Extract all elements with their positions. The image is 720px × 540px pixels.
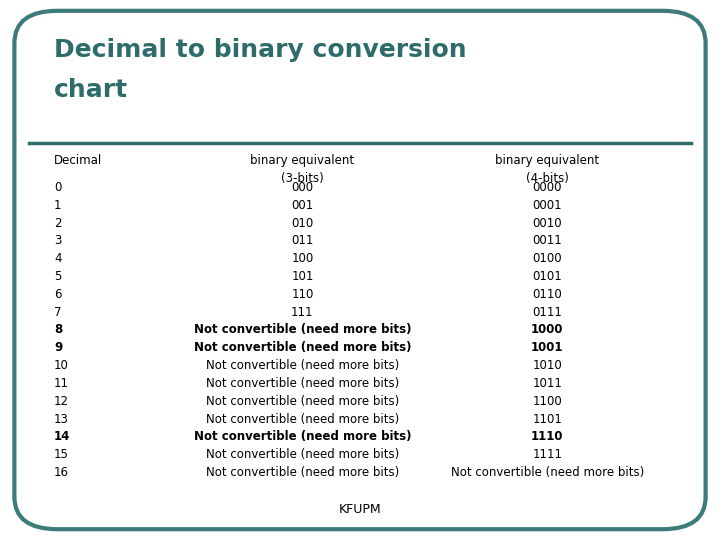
Text: 13: 13 [54,413,69,426]
FancyBboxPatch shape [14,11,706,529]
Text: chart: chart [54,78,128,102]
Text: Not convertible (need more bits): Not convertible (need more bits) [194,323,411,336]
Text: Not convertible (need more bits): Not convertible (need more bits) [206,359,399,372]
Text: 011: 011 [291,234,314,247]
Text: Not convertible (need more bits): Not convertible (need more bits) [194,430,411,443]
Text: 15: 15 [54,448,69,461]
Text: 1110: 1110 [531,430,564,443]
Text: 010: 010 [292,217,313,230]
Text: 1011: 1011 [532,377,562,390]
Text: 1: 1 [54,199,61,212]
Text: 16: 16 [54,466,69,479]
Text: 3: 3 [54,234,61,247]
Text: Decimal: Decimal [54,154,102,167]
Text: 0010: 0010 [532,217,562,230]
Text: 1010: 1010 [532,359,562,372]
Text: 1111: 1111 [532,448,562,461]
Text: Not convertible (need more bits): Not convertible (need more bits) [206,377,399,390]
Text: 0000: 0000 [533,181,562,194]
Text: 1100: 1100 [532,395,562,408]
Text: 2: 2 [54,217,61,230]
Text: 0111: 0111 [532,306,562,319]
Text: 5: 5 [54,270,61,283]
Text: binary equivalent: binary equivalent [251,154,354,167]
Text: Not convertible (need more bits): Not convertible (need more bits) [194,341,411,354]
Text: 0110: 0110 [532,288,562,301]
Text: 001: 001 [292,199,313,212]
Text: Not convertible (need more bits): Not convertible (need more bits) [206,395,399,408]
Text: 000: 000 [292,181,313,194]
Text: 0001: 0001 [532,199,562,212]
Text: 9: 9 [54,341,62,354]
Text: 7: 7 [54,306,61,319]
Text: 100: 100 [292,252,313,265]
Text: 110: 110 [291,288,314,301]
Text: 1101: 1101 [532,413,562,426]
Text: 12: 12 [54,395,69,408]
Text: Not convertible (need more bits): Not convertible (need more bits) [206,413,399,426]
Text: binary equivalent: binary equivalent [495,154,599,167]
Text: 0100: 0100 [532,252,562,265]
Text: 8: 8 [54,323,62,336]
Text: (3-bits): (3-bits) [281,172,324,185]
Text: Not convertible (need more bits): Not convertible (need more bits) [206,448,399,461]
Text: 111: 111 [291,306,314,319]
Text: 6: 6 [54,288,61,301]
Text: 0101: 0101 [532,270,562,283]
Text: 11: 11 [54,377,69,390]
Text: Not convertible (need more bits): Not convertible (need more bits) [206,466,399,479]
Text: 14: 14 [54,430,71,443]
Text: 0011: 0011 [532,234,562,247]
Text: 0: 0 [54,181,61,194]
Text: 10: 10 [54,359,69,372]
Text: KFUPM: KFUPM [338,503,382,516]
Text: (4-bits): (4-bits) [526,172,569,185]
Text: 4: 4 [54,252,61,265]
Text: Not convertible (need more bits): Not convertible (need more bits) [451,466,644,479]
Text: Decimal to binary conversion: Decimal to binary conversion [54,38,467,62]
Text: 1001: 1001 [531,341,564,354]
Text: 1000: 1000 [531,323,564,336]
Text: 101: 101 [291,270,314,283]
